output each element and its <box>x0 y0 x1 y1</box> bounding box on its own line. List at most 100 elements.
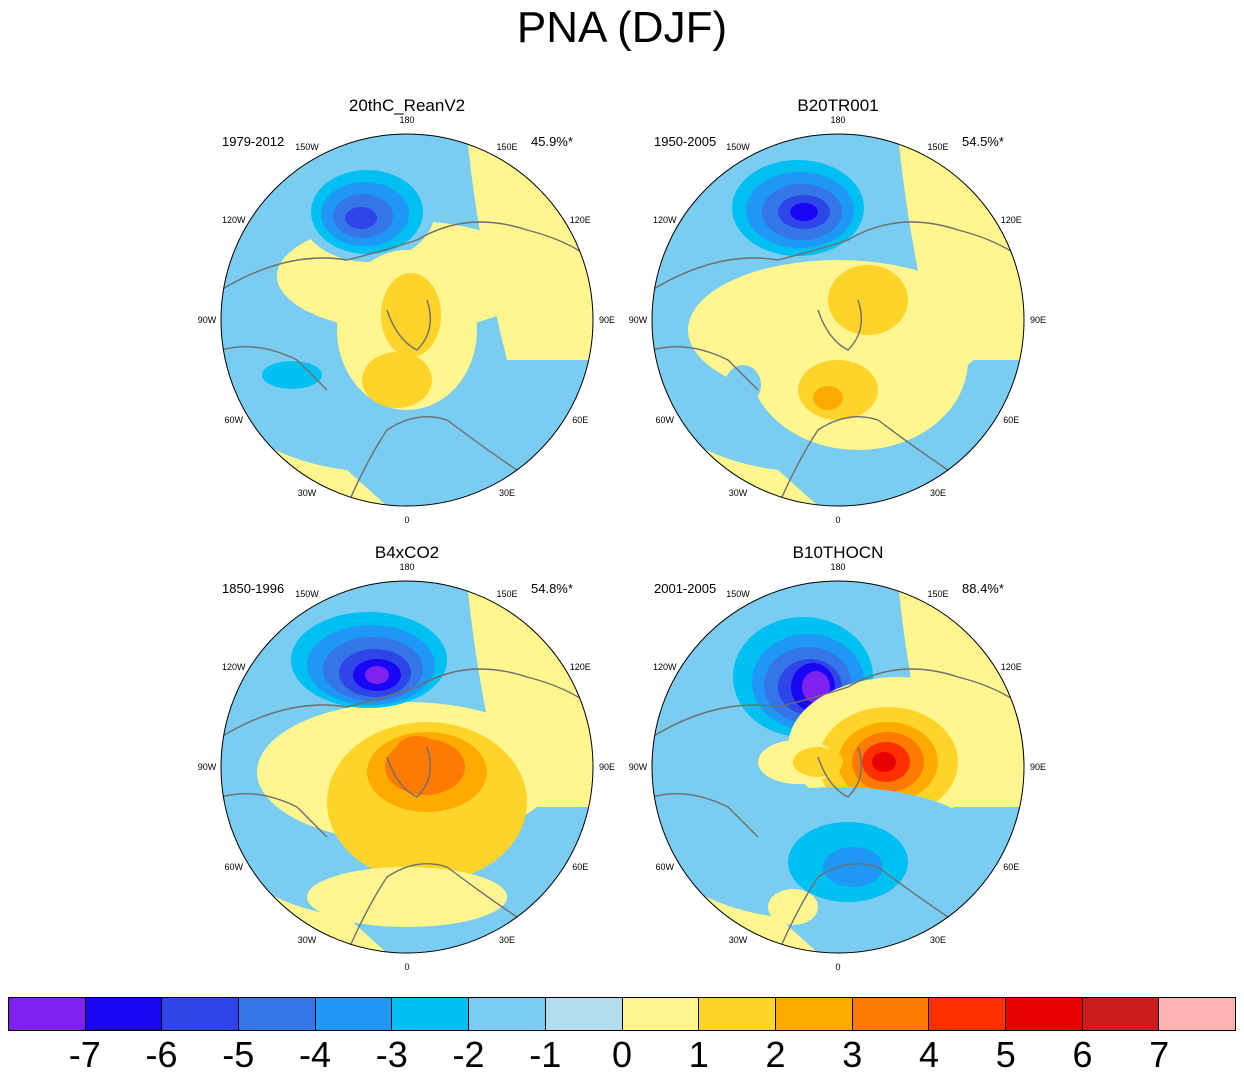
longitude-label: 120W <box>222 215 246 225</box>
colorbar-cell <box>239 998 316 1030</box>
contour-fill <box>748 270 968 450</box>
colorbar-label: 6 <box>1072 1034 1093 1075</box>
colorbar-label: 1 <box>688 1034 709 1075</box>
panel-years: 2001-2005 <box>654 581 717 596</box>
map-border <box>651 133 1025 507</box>
contour-fill <box>381 273 441 357</box>
colorbar-cell <box>775 998 853 1030</box>
contour-fill <box>362 352 432 408</box>
colorbar-cell <box>9 998 86 1030</box>
longitude-label: 60E <box>1003 415 1020 425</box>
panel-variance: 54.8%* <box>531 581 573 596</box>
map-border <box>651 580 1025 954</box>
longitude-label: 120W <box>653 215 677 225</box>
contour-fill <box>221 857 387 953</box>
longitude-label: 0 <box>404 515 410 525</box>
panel-title: B4xCO2 <box>374 543 440 562</box>
longitude-label: 180 <box>399 562 415 572</box>
contour-fill <box>221 410 387 506</box>
longitude-label: 60W <box>224 862 244 872</box>
panel-variance: 88.4%* <box>962 581 1004 596</box>
coastline <box>221 221 593 506</box>
longitude-label: 150E <box>927 141 949 152</box>
longitude-label: 60E <box>1003 862 1020 872</box>
colorbar-label: 3 <box>842 1034 863 1075</box>
longitude-label: 150W <box>295 588 319 599</box>
longitude-label: 90E <box>598 762 616 772</box>
longitude-label: 180 <box>399 115 415 125</box>
longitude-label: 90W <box>628 315 648 325</box>
longitude-label: 90E <box>1029 762 1047 772</box>
contour-fill <box>725 365 761 405</box>
contour-fill <box>823 847 883 887</box>
longitude-label: 120W <box>222 662 246 672</box>
colorbar-label: -2 <box>452 1034 485 1075</box>
longitude-label: 120E <box>569 662 591 672</box>
panel-years: 1850-1996 <box>222 581 285 596</box>
longitude-label: 120E <box>569 215 591 225</box>
coastline <box>652 668 1024 953</box>
colorbar-cell <box>545 998 623 1030</box>
contour-fill <box>813 386 843 410</box>
colorbar-label: -1 <box>529 1034 562 1075</box>
longitude-label: 60E <box>572 415 589 425</box>
coastline <box>652 221 1024 506</box>
longitude-label: 30W <box>728 935 748 946</box>
colorbar-cell <box>469 998 546 1030</box>
longitude-label: 60W <box>655 862 675 872</box>
map-border <box>220 580 594 954</box>
longitude-label: 120E <box>1000 215 1022 225</box>
colorbar-cell <box>699 998 776 1030</box>
longitude-label: 90E <box>1029 315 1047 325</box>
longitude-label: 0 <box>835 515 841 525</box>
contour-fill <box>652 857 818 953</box>
longitude-label: 150E <box>496 141 518 152</box>
panel-title: B10THOCN <box>792 543 884 562</box>
longitude-label: 150W <box>726 141 750 152</box>
map-border <box>220 133 594 507</box>
panel-title: 20thC_ReanV2 <box>348 96 466 115</box>
panel-years: 1950-2005 <box>654 134 717 149</box>
contour-fill <box>307 867 507 927</box>
contour-fill <box>872 752 896 772</box>
contour-fill <box>828 265 908 335</box>
panel-variance: 45.9%* <box>531 134 573 149</box>
colorbar-cell <box>622 998 700 1030</box>
polar-map <box>220 133 594 507</box>
colorbar-label: 0 <box>611 1034 633 1075</box>
coastline <box>221 668 593 953</box>
contour-fill <box>793 747 843 777</box>
panel-years: 1979-2012 <box>222 134 285 149</box>
colorbar-label: -5 <box>222 1034 255 1075</box>
longitude-label: 30E <box>498 935 516 946</box>
longitude-label: 0 <box>835 962 841 972</box>
longitude-label: 30W <box>297 935 317 946</box>
colorbar-label: 7 <box>1149 1034 1170 1075</box>
longitude-label: 180 <box>830 562 846 572</box>
colorbar-cell <box>315 998 393 1030</box>
colorbar-cell <box>1005 998 1083 1030</box>
polar-map <box>220 580 594 954</box>
contour-fill <box>790 203 818 221</box>
colorbar-cell <box>1082 998 1160 1030</box>
colorbar-label: 2 <box>765 1034 786 1075</box>
longitude-label: 30W <box>728 488 748 499</box>
colorbar-cell <box>162 998 240 1030</box>
colorbar-label: 4 <box>918 1034 940 1075</box>
colorbar-label: -6 <box>145 1034 178 1075</box>
longitude-label: 90W <box>197 315 217 325</box>
longitude-label: 150E <box>496 588 518 599</box>
polar-map <box>651 580 1025 954</box>
contour-fill <box>345 207 377 229</box>
longitude-label: 90E <box>598 315 616 325</box>
page-title: PNA (DJF) <box>516 3 728 52</box>
longitude-label: 150E <box>927 588 949 599</box>
longitude-label: 60W <box>655 415 675 425</box>
longitude-label: 150W <box>726 588 750 599</box>
longitude-label: 120E <box>1000 662 1022 672</box>
polar-map <box>651 133 1025 507</box>
colorbar-cell <box>929 998 1006 1030</box>
colorbar-cell <box>1159 998 1235 1030</box>
longitude-label: 30E <box>498 488 516 499</box>
longitude-label: 120W <box>653 662 677 672</box>
